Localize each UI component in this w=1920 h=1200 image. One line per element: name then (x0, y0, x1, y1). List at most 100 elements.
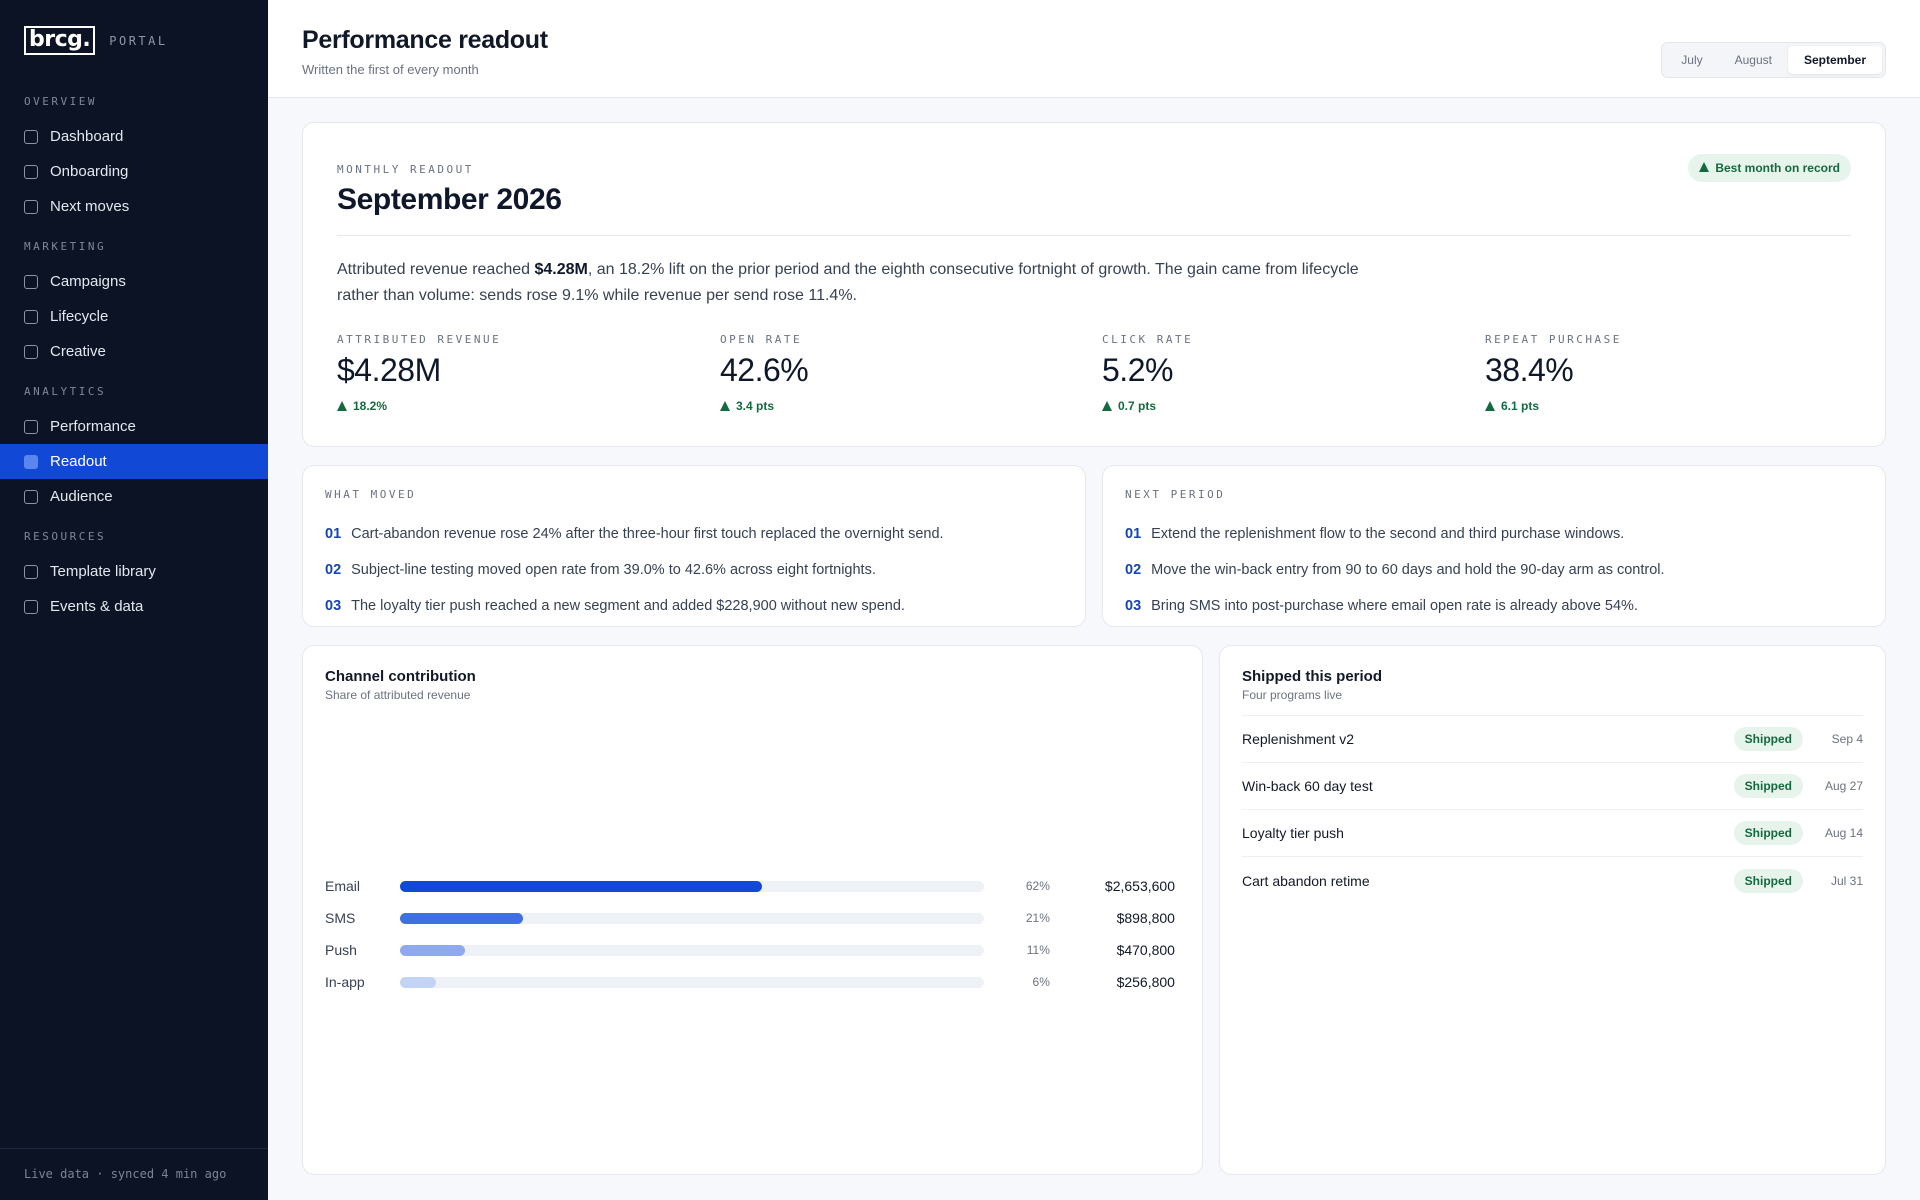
kpi-repeat-purchase: REPEAT PURCHASE 38.4% 6.1 pts (1485, 333, 1815, 413)
nav-section-analytics: ANALYTICS Performance Readout Audience (0, 383, 268, 514)
best-month-label: Best month on record (1715, 161, 1840, 175)
kpi-label: REPEAT PURCHASE (1485, 333, 1622, 346)
sidebar-item-label: Creative (50, 343, 106, 360)
kpi-label: ATTRIBUTED REVENUE (337, 333, 502, 346)
item-number: 03 (1125, 598, 1142, 614)
bar-percent-label: 62% (1025, 879, 1050, 893)
status-badge: Shipped (1733, 727, 1803, 751)
sidebar: brcg. PORTAL OVERVIEW Dashboard Onboardi… (0, 0, 268, 1200)
sidebar-item-audience[interactable]: Audience (0, 479, 268, 514)
sidebar-item-label: Performance (50, 418, 136, 435)
channel-bar-chart: Email 62% $2,653,600 SMS 21% $898,800 Push 11% $… (325, 870, 1175, 998)
divider (337, 235, 1851, 236)
sidebar-item-readout[interactable]: Readout (0, 444, 268, 479)
table-row[interactable]: Loyalty tier push Shipped Aug 14 (1242, 810, 1863, 857)
checkbox-icon (24, 564, 38, 579)
kpi-value: 38.4% (1485, 352, 1574, 388)
bar-track (400, 880, 985, 892)
checkbox-icon (24, 274, 38, 289)
sidebar-item-creative[interactable]: Creative (0, 334, 268, 369)
tab-august[interactable]: August (1734, 53, 1772, 67)
sidebar-item-label: Next moves (50, 198, 130, 215)
ship-date: Aug 27 (1824, 779, 1863, 793)
up-triangle-icon (720, 401, 730, 411)
sidebar-item-onboarding[interactable]: Onboarding (0, 154, 268, 189)
item-number: 01 (325, 526, 342, 542)
shipped-list: Replenishment v2 Shipped Sep 4 Win-back 60… (1242, 715, 1863, 904)
summary-pre: Attributed revenue reached (337, 261, 535, 278)
status-badge: Shipped (1733, 868, 1803, 893)
program-name: Loyalty tier push (1242, 825, 1344, 841)
bar-amount-label: $898,800 (1116, 910, 1175, 926)
bar-track (400, 912, 985, 924)
what-moved-list: 01 Cart-abandon revenue rose 24% after th… (325, 516, 1063, 624)
table-row[interactable]: Win-back 60 day test Shipped Aug 27 (1242, 763, 1863, 810)
kpi-delta: 18.2% (337, 399, 667, 413)
sidebar-item-label: Campaigns (50, 273, 126, 290)
bar (400, 912, 524, 924)
bar-track (400, 976, 985, 988)
what-moved-card: WHAT MOVED 01 Cart-abandon revenue rose 2… (302, 465, 1086, 627)
list-item: 02 Subject-line testing moved open rate f… (325, 552, 1063, 588)
list-item: 03 The loyalty tier push reached a new se… (325, 588, 1063, 624)
up-triangle-icon (1699, 162, 1710, 172)
kpi-click-rate: CLICK RATE 5.2% 0.7 pts (1102, 333, 1432, 413)
bar-row-in-app: In-app 6% $256,800 (325, 966, 1175, 998)
tab-september[interactable]: September (1787, 46, 1882, 74)
readout-summary: Attributed revenue reached $4.28M, an 18… (337, 257, 1397, 309)
card-title: Shipped this period (1242, 668, 1383, 685)
checkbox-icon (24, 309, 38, 324)
bar-category-label: Push (325, 942, 357, 958)
sidebar-item-next-moves[interactable]: Next moves (0, 189, 268, 224)
sync-status: Live data · synced 4 min ago (0, 1148, 268, 1200)
kpi-delta-value: 18.2% (353, 399, 388, 413)
page-title: Performance readout (302, 26, 548, 54)
nav-section-title: ANALYTICS (24, 385, 107, 398)
bar (400, 880, 763, 892)
sidebar-item-template-library[interactable]: Template library (0, 554, 268, 589)
sidebar-item-dashboard[interactable]: Dashboard (0, 119, 268, 154)
kpi-delta-value: 6.1 pts (1501, 399, 1540, 413)
bar-percent-label: 11% (1026, 943, 1050, 957)
checkbox-icon (24, 419, 38, 434)
table-row[interactable]: Replenishment v2 Shipped Sep 4 (1242, 716, 1863, 763)
nav-section-resources: RESOURCES Template library Events & data (0, 528, 268, 624)
checkbox-icon (24, 454, 38, 469)
what-moved-label: WHAT MOVED (325, 488, 417, 501)
sidebar-item-lifecycle[interactable]: Lifecycle (0, 299, 268, 334)
nav-section-marketing: MARKETING Campaigns Lifecycle Creative (0, 238, 268, 369)
sidebar-item-performance[interactable]: Performance (0, 409, 268, 444)
item-text: Bring SMS into post-purchase where email… (1151, 598, 1638, 614)
sidebar-item-events-data[interactable]: Events & data (0, 589, 268, 624)
program-name: Win-back 60 day test (1242, 778, 1373, 794)
next-period-card: NEXT PERIOD 01 Extend the replenishment f… (1102, 465, 1886, 627)
sidebar-item-label: Onboarding (50, 163, 129, 180)
tab-july[interactable]: July (1681, 53, 1703, 67)
checkbox-icon (24, 344, 38, 359)
kpi-delta: 3.4 pts (720, 399, 1050, 413)
up-triangle-icon (1485, 401, 1495, 411)
table-row[interactable]: Cart abandon retime Shipped Jul 31 (1242, 857, 1863, 904)
kpi-attributed-revenue: ATTRIBUTED REVENUE $4.28M 18.2% (337, 333, 667, 413)
ship-date: Jul 31 (1830, 873, 1863, 888)
bar-category-label: SMS (325, 910, 356, 926)
ship-date: Sep 4 (1831, 732, 1863, 746)
next-period-list: 01 Extend the replenishment flow to the s… (1125, 516, 1863, 624)
kpi-open-rate: OPEN RATE 42.6% 3.4 pts (720, 333, 1050, 413)
item-text: The loyalty tier push reached a new segm… (351, 598, 905, 614)
kpi-value: $4.28M (337, 352, 441, 388)
checkbox-icon (24, 489, 38, 504)
up-triangle-icon (337, 401, 347, 411)
best-month-badge: Best month on record (1688, 154, 1851, 182)
readout-kicker: MONTHLY READOUT (337, 163, 474, 176)
program-name: Cart abandon retime (1242, 872, 1370, 889)
sidebar-item-campaigns[interactable]: Campaigns (0, 264, 268, 299)
kpi-delta: 6.1 pts (1485, 399, 1815, 413)
readout-month: September 2026 (337, 183, 562, 216)
item-number: 03 (325, 598, 342, 614)
up-triangle-icon (1102, 401, 1112, 411)
item-number: 02 (325, 562, 342, 578)
brand-logo[interactable]: brcg. (24, 26, 96, 55)
status-badge: Shipped (1733, 774, 1803, 798)
nav-section-overview: OVERVIEW Dashboard Onboarding Next moves (0, 93, 268, 224)
